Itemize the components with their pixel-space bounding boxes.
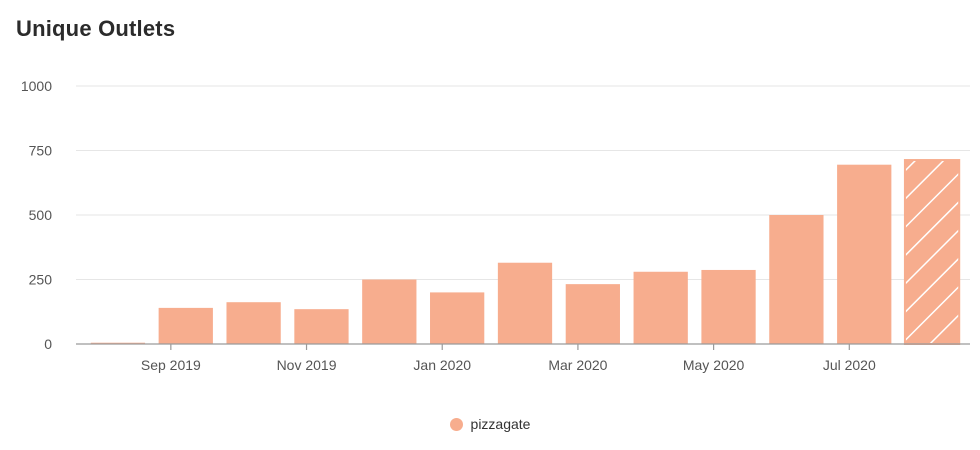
bar-may-2020 [701,269,756,344]
bar-sep-2019 [158,307,213,344]
x-tick-label: Nov 2019 [277,357,337,373]
bar-jul-2020 [837,164,892,344]
x-tick-label: Jan 2020 [413,357,471,373]
bar-mar-2020 [565,284,620,344]
y-tick-label: 1000 [21,78,52,94]
y-tick-label: 250 [29,272,53,288]
bar-feb-2020 [497,262,553,344]
legend: pizzagate [0,416,980,432]
bar-jun-2020 [769,215,824,344]
bar-oct-2019 [226,302,281,344]
bar-jan-2020 [430,292,485,344]
x-tick-label: May 2020 [683,357,745,373]
bar-aug-2020 [903,159,961,345]
chart-title: Unique Outlets [16,16,176,41]
legend-label-pizzagate: pizzagate [470,416,531,432]
y-tick-label: 750 [29,143,53,159]
bar-apr-2020 [633,271,688,344]
y-tick-label: 500 [29,207,53,223]
x-tick-label: Jul 2020 [823,357,876,373]
x-tick-label: Sep 2019 [141,357,201,373]
bar-nov-2019 [294,309,349,344]
legend-swatch-pizzagate [449,417,463,431]
bar-aug-2019 [90,342,146,344]
x-tick-label: Mar 2020 [548,357,607,373]
bar-dec-2019 [362,279,417,344]
y-tick-label: 0 [44,336,52,352]
